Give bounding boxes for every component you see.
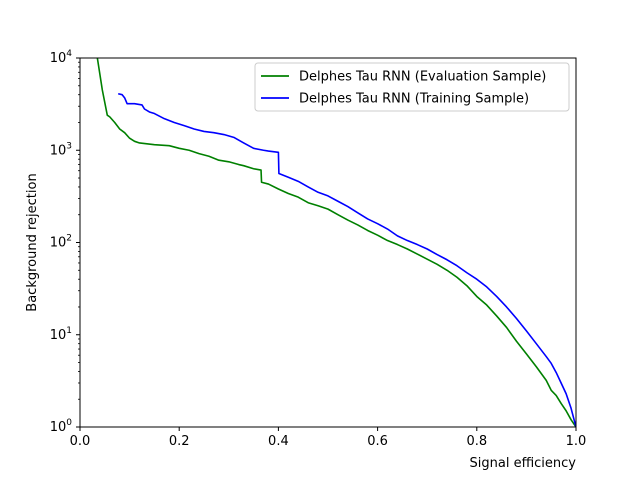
series-layer <box>96 58 576 427</box>
x-tick-label: 0.0 <box>70 434 91 449</box>
y-tick-base: 10 <box>50 420 67 435</box>
y-tick-base: 10 <box>50 236 67 251</box>
y-tick-label: 100 <box>50 418 73 435</box>
x-tick-label: 0.2 <box>169 434 190 449</box>
series-line-training <box>117 92 576 427</box>
y-tick-label: 102 <box>50 234 72 251</box>
y-tick-base: 10 <box>50 143 67 158</box>
legend-label: Delphes Tau RNN (Evaluation Sample) <box>299 70 546 85</box>
y-tick-exponent: 3 <box>66 141 72 151</box>
y-tick-label: 101 <box>50 326 72 343</box>
legend: Delphes Tau RNN (Evaluation Sample) Delph… <box>254 62 570 112</box>
y-tick-exponent: 4 <box>66 49 72 59</box>
y-tick-label: 103 <box>50 141 72 158</box>
y-tick-exponent: 2 <box>66 234 72 244</box>
y-tick-base: 10 <box>50 328 67 343</box>
x-axis-ticks: 0.0 0.2 0.4 0.6 0.8 1.0 <box>70 427 587 449</box>
x-axis-label: Signal efficiency <box>470 456 577 471</box>
y-tick-label: 104 <box>50 49 73 66</box>
y-tick-base: 10 <box>50 51 67 66</box>
legend-label: Delphes Tau RNN (Training Sample) <box>299 92 529 107</box>
y-tick-exponent: 1 <box>66 326 72 336</box>
y-axis-label: Background rejection <box>25 173 40 311</box>
x-tick-label: 1.0 <box>566 434 587 449</box>
legend-box <box>254 62 570 112</box>
x-tick-label: 0.6 <box>367 434 388 449</box>
series-line-evaluation <box>96 58 576 427</box>
x-tick-label: 0.4 <box>268 434 289 449</box>
y-tick-exponent: 0 <box>66 418 72 428</box>
x-tick-label: 0.8 <box>466 434 487 449</box>
